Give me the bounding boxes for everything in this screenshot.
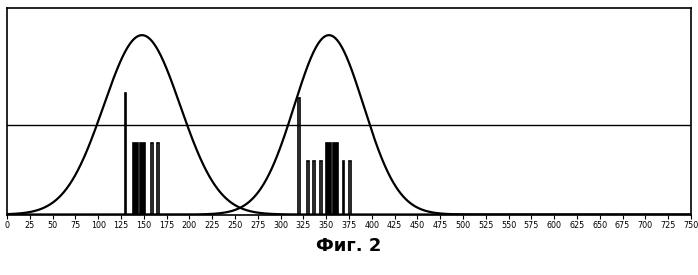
Bar xyxy=(343,161,344,214)
Bar xyxy=(158,143,159,214)
Bar xyxy=(125,93,126,214)
Bar xyxy=(307,161,309,214)
Bar xyxy=(325,143,331,214)
X-axis label: Фиг. 2: Фиг. 2 xyxy=(316,237,382,255)
Bar xyxy=(320,161,322,214)
Bar xyxy=(298,98,299,214)
Bar xyxy=(313,161,315,214)
Bar xyxy=(140,143,145,214)
Bar xyxy=(333,143,338,214)
Bar xyxy=(133,143,138,214)
Bar xyxy=(349,161,351,214)
Bar xyxy=(151,143,153,214)
